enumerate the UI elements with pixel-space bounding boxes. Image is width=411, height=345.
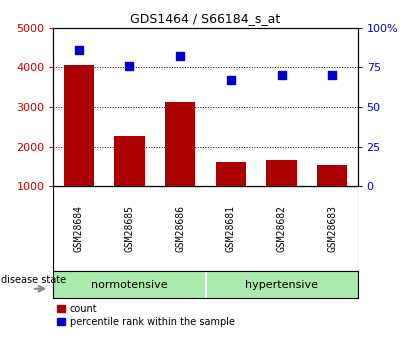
Text: GSM28682: GSM28682 — [277, 205, 286, 252]
Bar — [266, 160, 297, 186]
Bar — [317, 165, 347, 186]
Text: disease state: disease state — [1, 276, 66, 285]
Text: GSM28686: GSM28686 — [175, 205, 185, 252]
Point — [228, 77, 234, 83]
Bar — [216, 162, 246, 186]
Point — [76, 47, 82, 52]
Text: hypertensive: hypertensive — [245, 280, 318, 289]
Bar — [206, 271, 358, 298]
Legend: count, percentile rank within the sample: count, percentile rank within the sample — [53, 300, 239, 331]
Text: GSM28681: GSM28681 — [226, 205, 236, 252]
Text: normotensive: normotensive — [91, 280, 168, 289]
Text: GSM28685: GSM28685 — [125, 205, 134, 252]
Point — [126, 63, 133, 68]
Bar — [53, 271, 206, 298]
Title: GDS1464 / S66184_s_at: GDS1464 / S66184_s_at — [130, 12, 281, 25]
Bar — [165, 102, 195, 186]
Point — [278, 72, 285, 78]
Bar — [64, 65, 94, 186]
Point — [329, 72, 335, 78]
Text: GSM28684: GSM28684 — [74, 205, 84, 252]
Text: GSM28683: GSM28683 — [327, 205, 337, 252]
Bar — [114, 136, 145, 186]
Point — [177, 53, 183, 59]
